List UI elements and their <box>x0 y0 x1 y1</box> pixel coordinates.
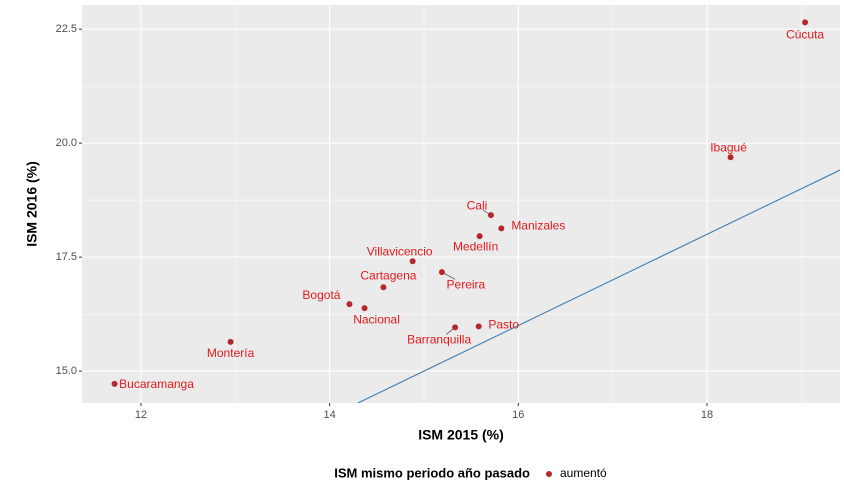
point <box>476 233 483 240</box>
legend-marker <box>546 471 552 477</box>
x-tick-label: 18 <box>701 409 713 421</box>
point-label: Bucaramanga <box>119 377 194 391</box>
grid <box>82 5 840 403</box>
y-tick-label: 15.0 <box>56 365 77 377</box>
point <box>111 380 118 387</box>
x-tick-label: 16 <box>512 409 524 421</box>
point <box>802 19 809 26</box>
point <box>361 305 368 312</box>
point-label: Montería <box>207 346 255 360</box>
panel <box>82 5 840 403</box>
y-axis-title: ISM 2016 (%) <box>24 161 40 247</box>
x-tick-label: 12 <box>135 409 147 421</box>
point-label: Pasto <box>488 318 519 332</box>
y-tick-label: 22.5 <box>56 23 77 35</box>
point-label: Cartagena <box>360 268 416 282</box>
x-axis-title: ISM 2015 (%) <box>418 427 504 443</box>
point-label: Cali <box>467 198 488 212</box>
point-label: Manizales <box>511 219 565 233</box>
point <box>409 258 416 265</box>
point <box>487 212 494 219</box>
point-label: Nacional <box>353 312 400 326</box>
x-tick-label: 14 <box>324 409 336 421</box>
marks: Cúcuta Ibagué Cali Manizales Medellín Villavi… <box>111 19 840 403</box>
point-label: Bogotá <box>302 288 340 302</box>
point-label: Cúcuta <box>786 27 824 41</box>
point-label: Villavicencio <box>367 244 433 258</box>
point <box>346 301 353 308</box>
point <box>452 324 459 331</box>
point <box>475 323 482 330</box>
legend-title: ISM mismo periodo año pasado <box>334 465 530 480</box>
reference-line <box>357 169 840 403</box>
y-tick-label: 20.0 <box>56 137 77 149</box>
point <box>380 284 387 291</box>
point-label: Barranquilla <box>407 332 471 346</box>
point-label: Pereira <box>447 277 486 291</box>
legend-label: aumentó <box>560 466 607 480</box>
point-label: Ibagué <box>710 140 747 154</box>
y-tick-label: 17.5 <box>56 251 77 263</box>
point <box>727 154 734 161</box>
point-label: Medellín <box>453 239 498 253</box>
point <box>227 338 234 345</box>
point <box>498 225 505 232</box>
point <box>438 269 445 276</box>
